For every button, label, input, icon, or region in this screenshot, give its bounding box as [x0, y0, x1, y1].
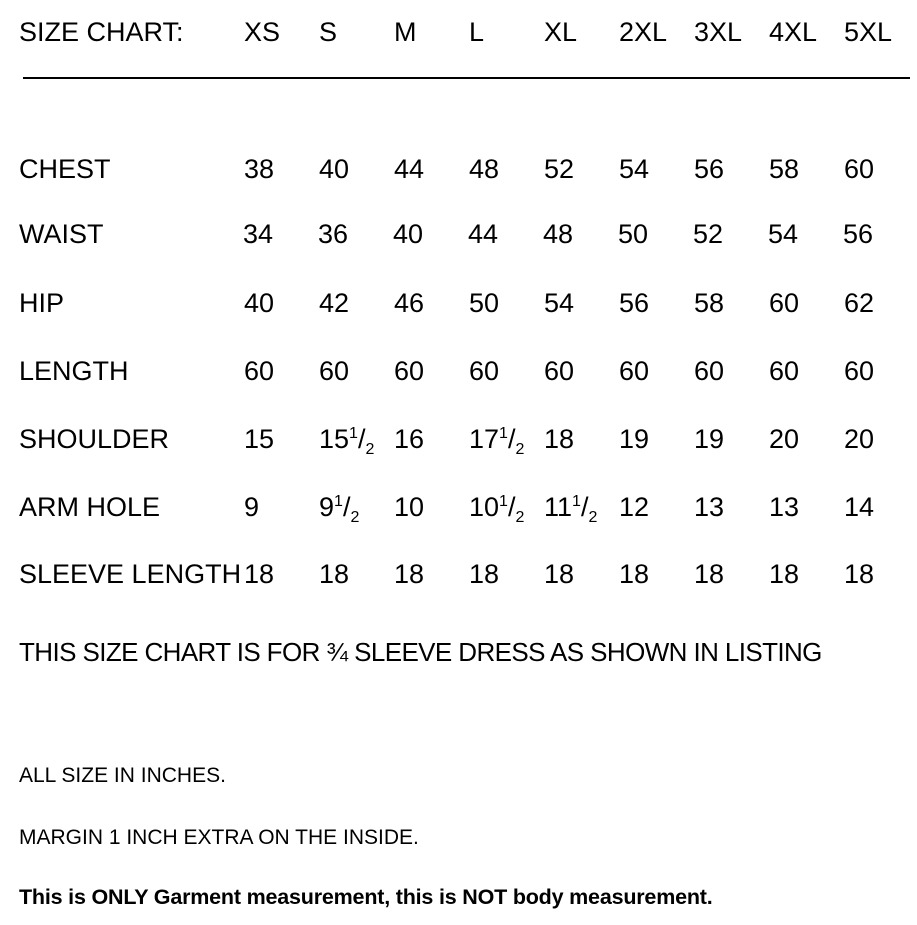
measurement-cell: 48 — [543, 219, 574, 249]
size-header-l: L — [469, 17, 485, 47]
measurement-cell: 34 — [243, 219, 274, 249]
measurement-cell: 58 — [694, 288, 725, 318]
measurement-cell: 19 — [619, 424, 650, 454]
measurement-cell: 50 — [469, 288, 500, 318]
measurement-cell: 60 — [619, 356, 650, 386]
measurement-cell: 13 — [694, 492, 725, 522]
measurement-cell: 60 — [544, 356, 575, 386]
measurement-cell: 54 — [544, 288, 575, 318]
measurement-cell: 18 — [244, 559, 275, 589]
measurement-cell: 19 — [694, 424, 725, 454]
measurement-cell: 18 — [694, 559, 725, 589]
measurement-cell: 40 — [319, 154, 350, 184]
measurement-cell: 18 — [469, 559, 500, 589]
measurement-cell: 18 — [844, 559, 875, 589]
size-header-3xl: 3XL — [694, 17, 743, 47]
measurement-cell: 171/2 — [469, 424, 525, 458]
table-row: SHOULDER 15 151/2 16 171/2 18 19 19 20 20 — [0, 419, 917, 459]
measurement-cell: 56 — [694, 154, 725, 184]
measurement-cell: 60 — [244, 356, 275, 386]
measurement-cell: 18 — [769, 559, 800, 589]
measurement-cell: 10 — [394, 492, 425, 522]
measurement-cell: 18 — [394, 559, 425, 589]
measurement-cell: 101/2 — [469, 492, 525, 526]
measurement-cell: 52 — [693, 219, 724, 249]
measurement-cell: 13 — [769, 492, 800, 522]
measurement-cell: 50 — [618, 219, 649, 249]
measurement-cell: 91/2 — [319, 492, 360, 526]
row-label: WAIST — [19, 219, 104, 249]
measurement-cell: 60 — [844, 356, 875, 386]
measurement-cell: 54 — [768, 219, 799, 249]
table-row: SLEEVE LENGTH 18 18 18 18 18 18 18 18 18 — [0, 554, 917, 594]
measurement-cell: 56 — [619, 288, 650, 318]
size-chart-title: SIZE CHART: — [19, 17, 184, 47]
row-label: SHOULDER — [19, 424, 170, 454]
measurement-cell: 151/2 — [319, 424, 375, 458]
row-label: SLEEVE LENGTH — [19, 559, 242, 589]
measurement-cell: 46 — [394, 288, 425, 318]
measurement-cell: 54 — [619, 154, 650, 184]
sleeve-note: THIS SIZE CHART IS FOR ¾ SLEEVE DRESS AS… — [19, 637, 822, 667]
measurement-cell: 18 — [544, 424, 575, 454]
units-note: ALL SIZE IN INCHES. — [19, 764, 226, 787]
disclaimer-note: This is ONLY Garment measurement, this i… — [19, 885, 713, 909]
measurement-cell: 18 — [544, 559, 575, 589]
measurement-cell: 60 — [319, 356, 350, 386]
size-header-xl: XL — [544, 17, 578, 47]
measurement-cell: 38 — [244, 154, 275, 184]
measurement-cell: 52 — [544, 154, 575, 184]
measurement-cell: 60 — [769, 356, 800, 386]
measurement-cell: 60 — [394, 356, 425, 386]
measurement-cell: 36 — [318, 219, 349, 249]
measurement-cell: 56 — [843, 219, 874, 249]
table-row: CHEST 38 40 44 48 52 54 56 58 60 — [0, 149, 917, 189]
size-header-xs: XS — [244, 17, 281, 47]
margin-note: MARGIN 1 INCH EXTRA ON THE INSIDE. — [19, 826, 419, 849]
measurement-cell: 14 — [844, 492, 875, 522]
measurement-cell: 9 — [244, 492, 260, 522]
measurement-cell: 60 — [769, 288, 800, 318]
measurement-cell: 40 — [244, 288, 275, 318]
measurement-cell: 16 — [394, 424, 425, 454]
measurement-cell: 60 — [694, 356, 725, 386]
row-label: CHEST — [19, 154, 111, 184]
measurement-cell: 60 — [844, 154, 875, 184]
measurement-cell: 48 — [469, 154, 500, 184]
measurement-cell: 42 — [319, 288, 350, 318]
measurement-cell: 15 — [244, 424, 275, 454]
row-label: HIP — [19, 288, 65, 318]
measurement-cell: 20 — [844, 424, 875, 454]
table-row: ARM HOLE 9 91/2 10 101/2 111/2 12 13 13 14 — [0, 487, 917, 527]
measurement-cell: 12 — [619, 492, 650, 522]
measurement-cell: 58 — [769, 154, 800, 184]
size-header-m: M — [394, 17, 417, 47]
table-row: HIP 40 42 46 50 54 56 58 60 62 — [0, 283, 917, 323]
size-header-5xl: 5XL — [844, 17, 893, 47]
size-header-s: S — [319, 17, 338, 47]
size-header-4xl: 4XL — [769, 17, 818, 47]
measurement-cell: 62 — [844, 288, 875, 318]
measurement-cell: 44 — [394, 154, 425, 184]
header-divider — [23, 77, 910, 79]
table-row: LENGTH 60 60 60 60 60 60 60 60 60 — [0, 351, 917, 391]
measurement-cell: 18 — [619, 559, 650, 589]
measurement-cell: 18 — [319, 559, 350, 589]
table-row: WAIST 34 36 40 44 48 50 52 54 56 — [0, 214, 917, 254]
measurement-cell: 20 — [769, 424, 800, 454]
measurement-cell: 111/2 — [544, 492, 598, 526]
measurement-cell: 40 — [393, 219, 424, 249]
size-header-2xl: 2XL — [619, 17, 668, 47]
measurement-cell: 44 — [468, 219, 499, 249]
row-label: LENGTH — [19, 356, 129, 386]
row-label: ARM HOLE — [19, 492, 161, 522]
header-row: SIZE CHART: XS S M L XL 2XL 3XL 4XL 5XL — [0, 12, 917, 52]
measurement-cell: 60 — [469, 356, 500, 386]
